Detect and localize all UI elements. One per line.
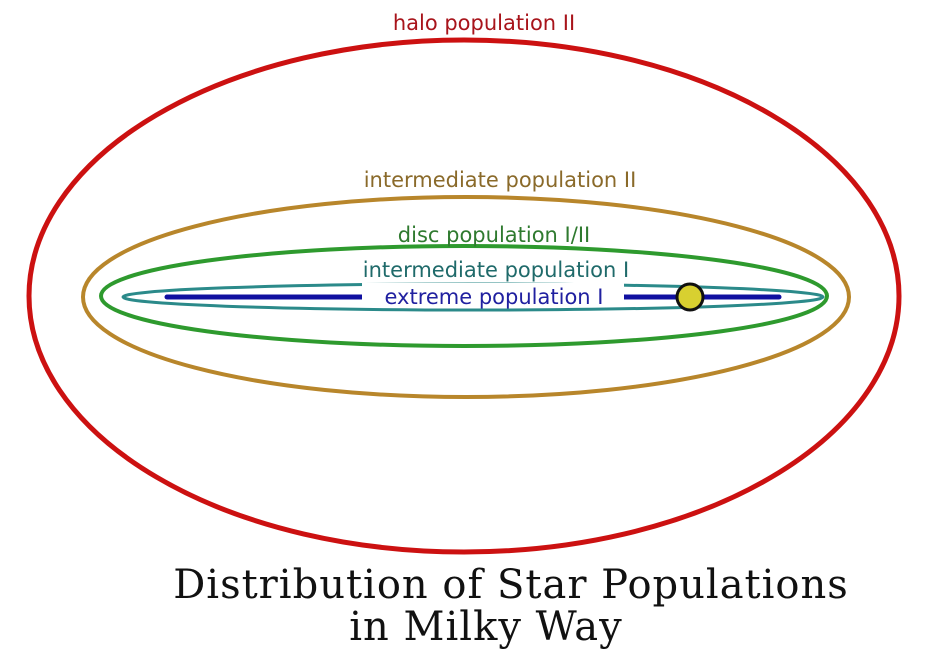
disc-population-label: disc population I/II — [398, 223, 590, 247]
intermediate-population-i-label: intermediate population I — [363, 258, 629, 282]
disc-population-ellipse — [99, 244, 829, 348]
halo-population-ii-ellipse — [26, 37, 902, 555]
intermediate-population-ii-ellipse — [81, 195, 851, 399]
intermediate-population-ii-label: intermediate population II — [364, 168, 637, 192]
halo-population-ii-label: halo population II — [393, 11, 575, 35]
sun-position-marker — [675, 282, 705, 312]
extreme-population-label-backing — [362, 283, 624, 307]
diagram-title-line-2: in Milky Way — [349, 604, 622, 650]
diagram-title-line-1: Distribution of Star Populations — [173, 562, 849, 608]
extreme-population-i-label: extreme population I — [385, 285, 604, 309]
